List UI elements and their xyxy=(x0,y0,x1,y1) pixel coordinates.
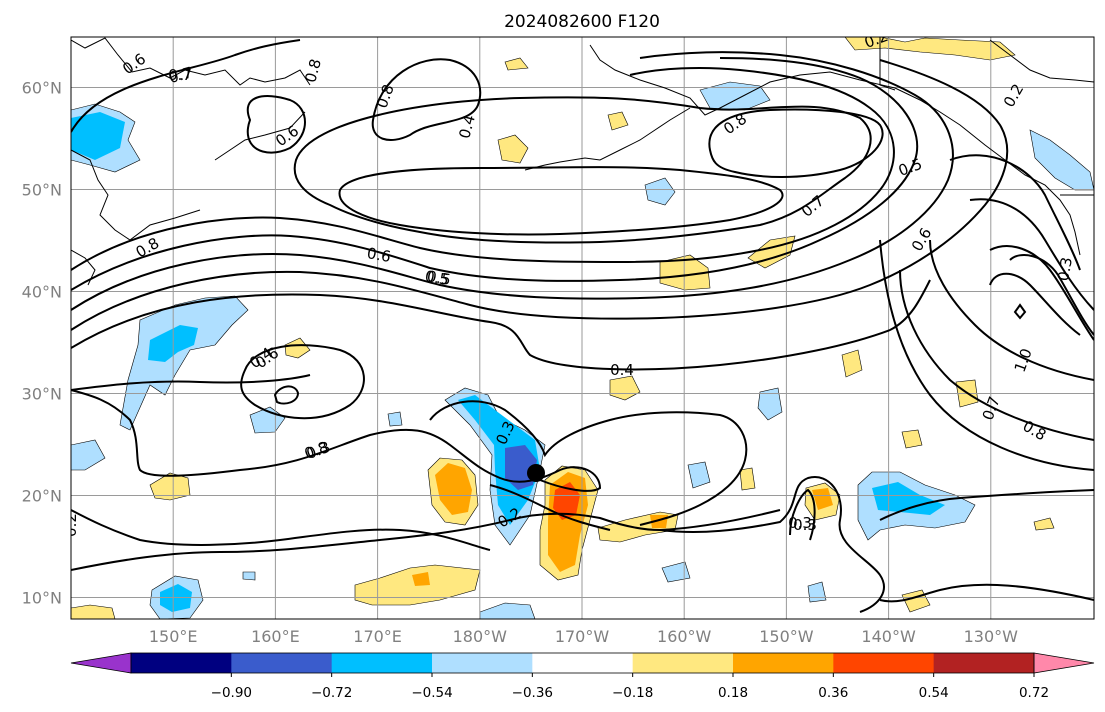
colorbar-segment xyxy=(532,653,634,673)
latitude-axis: 60°N 50°N 40°N 30°N 20°N 10°N xyxy=(22,79,62,608)
shade-mid-blue xyxy=(505,445,537,490)
shade-yellow xyxy=(609,375,641,401)
longitude-axis: 150°E 160°E 170°E 180°W 170°W 160°W 150°W 140°W… xyxy=(149,627,1018,646)
colorbar-segment xyxy=(632,653,734,673)
colorbar-frame xyxy=(130,652,1035,674)
shade-yellow xyxy=(71,604,116,619)
shade-pale-blue xyxy=(387,411,403,427)
colorbar-tick-label: −0.18 xyxy=(612,685,653,701)
contour-lines xyxy=(71,39,1094,613)
coastlines xyxy=(71,37,1094,286)
colorbar: −0.90 −0.72 −0.54 −0.36 −0.18 0.18 0.36 0.54 0.7… xyxy=(70,652,1095,701)
shade-blue xyxy=(872,482,945,515)
colorbar-segment xyxy=(833,653,935,673)
shade-pale-blue xyxy=(1029,129,1094,191)
lon-tick-label: 150°W xyxy=(759,627,814,646)
shade-yellow xyxy=(607,111,629,131)
shade-pale-blue xyxy=(661,561,691,583)
shade-pale-blue xyxy=(644,177,676,206)
colorbar-tick-label: −0.36 xyxy=(512,685,553,701)
shade-blue xyxy=(71,112,125,160)
lat-tick-label: 50°N xyxy=(22,181,62,200)
contour-label: 1.0 xyxy=(1011,346,1036,375)
colorbar-segment xyxy=(131,653,232,673)
contour-label: 0.7 xyxy=(168,66,192,84)
lon-tick-label: 180°W xyxy=(453,627,508,646)
colorbar-segment xyxy=(933,653,1035,673)
shade-yellow xyxy=(504,57,529,71)
colorbar-tick-label: −0.54 xyxy=(411,685,452,701)
shade-blue xyxy=(458,395,540,525)
contour-label: 0.2 xyxy=(62,513,80,537)
shade-orange xyxy=(435,463,472,515)
lat-tick-label: 20°N xyxy=(22,487,62,506)
colorbar-segment xyxy=(231,653,333,673)
shade-yellow xyxy=(659,254,711,291)
lon-tick-label: 160°E xyxy=(251,627,300,646)
contour-label: 0.3 xyxy=(788,514,812,532)
contour-label: 0.7 xyxy=(798,192,828,221)
shade-pale-blue xyxy=(687,461,711,489)
colorbar-arrow-left xyxy=(70,652,132,674)
contour-label: 0.6 xyxy=(366,244,393,266)
lat-tick-label: 30°N xyxy=(22,385,62,404)
contour-label: 0.4 xyxy=(610,361,634,379)
contour-label: 0.6 xyxy=(119,50,149,78)
contour-label: 0.8 xyxy=(373,82,398,111)
lat-tick-label: 40°N xyxy=(22,283,62,302)
map-plot-area: 0.6 0.7 0.80.60.80.60.40.80.30.20.50.70.60… xyxy=(62,37,1094,619)
contour-label: 0.6 xyxy=(272,122,302,150)
figure-title: 2024082600 F120 xyxy=(504,12,660,32)
colorbar-tick-label: 0.72 xyxy=(1019,685,1049,701)
shade-yellow xyxy=(1033,517,1055,531)
lon-tick-label: 130°W xyxy=(964,627,1019,646)
contour-label: 0.5 xyxy=(896,155,925,180)
shade-red xyxy=(553,482,580,520)
shade-yellow xyxy=(901,429,923,449)
colorbar-tick-label: 0.18 xyxy=(718,685,748,701)
shade-yellow xyxy=(841,349,863,378)
lon-tick-label: 140°W xyxy=(861,627,916,646)
shade-pale-blue xyxy=(119,295,249,431)
shade-yellow xyxy=(284,337,311,359)
contour-label: 0.5 xyxy=(424,267,451,289)
colorbar-segment xyxy=(432,653,533,673)
colorbar-segment xyxy=(733,653,834,673)
contour-label: 0.5 xyxy=(426,267,453,289)
colorbar-segment xyxy=(331,653,433,673)
lon-tick-label: 170°W xyxy=(555,627,610,646)
shade-orange xyxy=(412,572,430,586)
colorbar-arrow-right xyxy=(1033,652,1095,674)
colorbar-tick-label: −0.72 xyxy=(311,685,352,701)
shade-pale-blue xyxy=(757,387,783,421)
storm-center-marker xyxy=(527,464,545,482)
shade-pale-blue xyxy=(807,581,827,603)
map-frame xyxy=(70,36,1095,620)
shade-pale-blue xyxy=(71,439,106,471)
shade-pale-blue xyxy=(479,602,536,619)
lon-tick-label: 170°E xyxy=(353,627,402,646)
shade-pale-blue xyxy=(242,571,256,581)
shade-yellow xyxy=(739,467,756,491)
lat-tick-label: 10°N xyxy=(22,589,62,608)
lon-tick-label: 160°W xyxy=(657,627,712,646)
shade-yellow xyxy=(497,134,529,164)
contour-label: 0.7 xyxy=(167,63,195,87)
contour-label: 0.3 xyxy=(304,438,333,463)
shade-pale-blue xyxy=(699,81,771,111)
colorbar-tick-label: −0.90 xyxy=(211,685,252,701)
colorbar-tick-label: 0.54 xyxy=(919,685,949,701)
contour-label: 0.4 xyxy=(455,113,479,141)
contour-label: 0.7 xyxy=(979,394,1004,423)
shade-orange xyxy=(812,488,833,510)
lon-tick-label: 150°E xyxy=(149,627,198,646)
shade-yellow xyxy=(844,37,1016,61)
lat-tick-label: 60°N xyxy=(22,79,62,98)
contour-label: 0.8 xyxy=(301,57,325,85)
contour-label: 0.3 xyxy=(1054,256,1076,283)
contour-label: 0.3 xyxy=(793,516,817,534)
colorbar-tick-label: 0.36 xyxy=(818,685,848,701)
contour-label: 0.2 xyxy=(1000,81,1028,111)
